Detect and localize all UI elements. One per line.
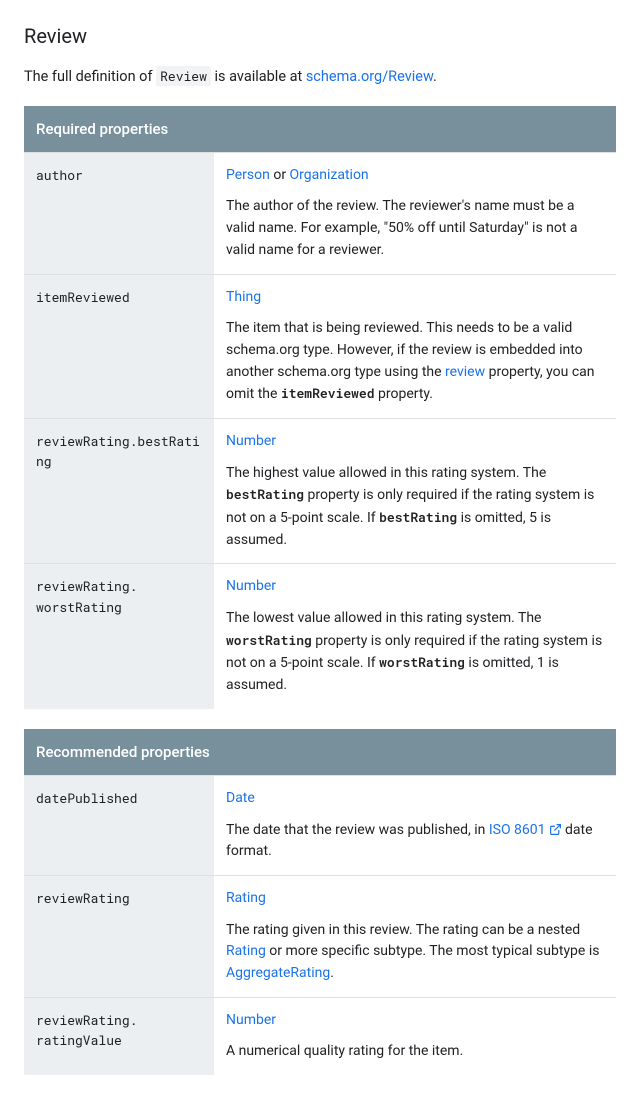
intro-code: Review xyxy=(156,66,211,86)
property-name: reviewRating. ratingValue xyxy=(24,997,214,1075)
property-description-text: The lowest value allowed in this rating … xyxy=(226,608,604,697)
property-type: Person or Organization xyxy=(226,165,604,187)
inline-link[interactable]: review xyxy=(445,364,485,380)
inline-code: itemReviewed xyxy=(281,384,375,402)
property-description: Thing The item that is being reviewed. Th… xyxy=(214,274,616,418)
property-description: Number A numerical quality rating for the… xyxy=(214,997,616,1075)
property-description: RatingThe rating given in this review. T… xyxy=(214,875,616,997)
type-link[interactable]: Organization xyxy=(290,167,369,183)
type-link[interactable]: Number xyxy=(226,578,276,594)
properties-table: Required propertiesauthorPerson or Organ… xyxy=(24,106,616,709)
type-link[interactable]: Person xyxy=(226,167,270,183)
property-description-text: The highest value allowed in this rating… xyxy=(226,463,604,552)
intro-link[interactable]: schema.org/Review xyxy=(306,68,433,85)
property-type: Number xyxy=(226,431,604,453)
type-link[interactable]: Thing xyxy=(226,289,261,305)
property-description: Number The highest value allowed in this … xyxy=(214,418,616,563)
property-description-text: The rating given in this review. The rat… xyxy=(226,920,604,985)
inline-code: bestRating xyxy=(379,508,457,526)
inline-code: worstRating xyxy=(226,631,312,649)
type-link[interactable]: Date xyxy=(226,790,255,806)
inline-code: worstRating xyxy=(379,653,465,671)
type-link[interactable]: Number xyxy=(226,433,276,449)
property-name: author xyxy=(24,152,214,274)
property-description-text: The author of the review. The reviewer's… xyxy=(226,196,604,261)
property-description: Person or Organization The author of the … xyxy=(214,152,616,274)
page-title: Review xyxy=(24,24,616,48)
property-name: reviewRating. worstRating xyxy=(24,564,214,709)
property-name: reviewRating xyxy=(24,875,214,997)
table-row: itemReviewed Thing The item that is being … xyxy=(24,274,616,418)
inline-link[interactable]: Rating xyxy=(226,943,266,959)
inline-link[interactable]: ISO 8601 xyxy=(489,822,546,838)
property-description: Date The date that the review was publish… xyxy=(214,775,616,875)
property-name: datePublished xyxy=(24,775,214,875)
section-header: Required properties xyxy=(24,106,616,153)
property-name: reviewRating.bestRating xyxy=(24,418,214,563)
external-link-icon xyxy=(549,823,562,836)
table-row: author Person or Organization The author o… xyxy=(24,152,616,274)
property-type: Number xyxy=(226,1010,604,1032)
type-separator: or xyxy=(270,167,290,183)
property-description-text: The item that is being reviewed. This ne… xyxy=(226,318,604,406)
property-description-text: The date that the review was published, … xyxy=(226,820,604,863)
table-row: reviewRating. worstRating Number The lowes… xyxy=(24,564,616,709)
intro-mid: is available at xyxy=(215,68,306,85)
inline-code: bestRating xyxy=(226,485,304,503)
intro-prefix: The full definition of xyxy=(24,68,156,85)
property-type: Date xyxy=(226,788,604,810)
table-row: datePublished Date The date that the revie… xyxy=(24,775,616,875)
table-row: reviewRating. ratingValue Number A numeric… xyxy=(24,997,616,1075)
table-row: reviewRating.bestRating Number The highest… xyxy=(24,418,616,563)
property-type: Thing xyxy=(226,287,604,309)
property-description: Number The lowest value allowed in this r… xyxy=(214,564,616,709)
property-name: itemReviewed xyxy=(24,274,214,418)
property-type: Number xyxy=(226,576,604,598)
table-row: reviewRatingRatingThe rating given in th… xyxy=(24,875,616,997)
property-description-text: A numerical quality rating for the item. xyxy=(226,1041,604,1063)
intro-suffix: . xyxy=(433,68,437,85)
type-link[interactable]: Rating xyxy=(226,890,266,906)
inline-link[interactable]: AggregateRating xyxy=(226,965,330,981)
property-type: Rating xyxy=(226,888,604,910)
intro-paragraph: The full definition of Review is availab… xyxy=(24,66,616,88)
section-header: Recommended properties xyxy=(24,729,616,776)
type-link[interactable]: Number xyxy=(226,1012,276,1028)
